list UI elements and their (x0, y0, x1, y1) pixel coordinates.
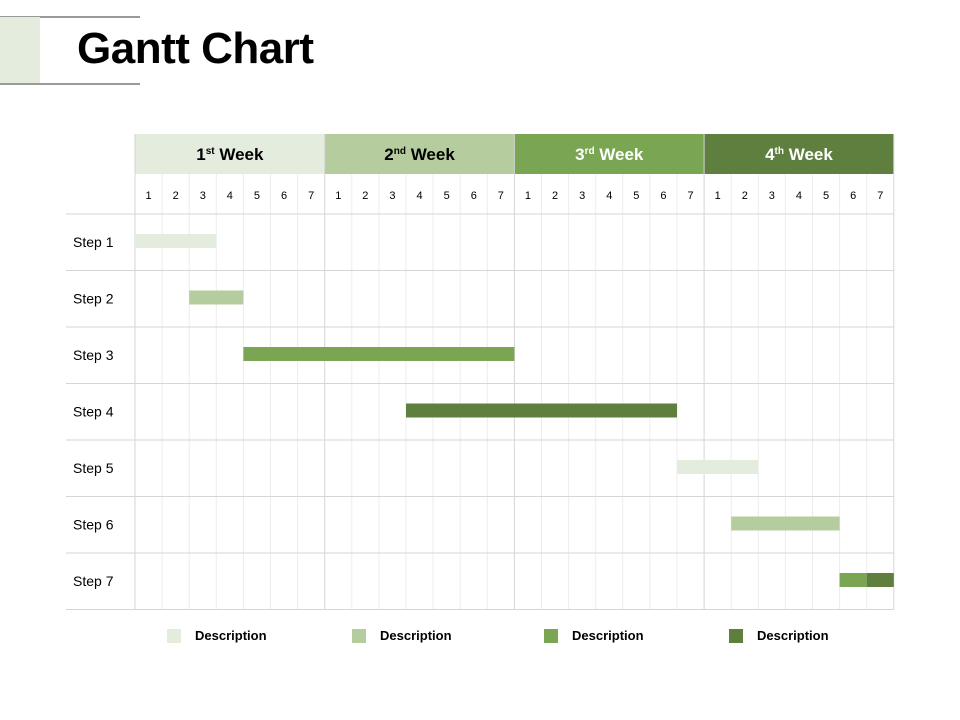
day-label: 3 (200, 190, 206, 202)
legend-swatch (167, 628, 181, 643)
day-label: 7 (308, 190, 314, 202)
day-label: 1 (335, 190, 341, 202)
task-bar (839, 573, 867, 587)
week-header-cell (514, 134, 705, 174)
title-bottom-line (0, 83, 140, 85)
task-label: Step 4 (73, 404, 114, 420)
day-label: 5 (633, 190, 639, 202)
day-label: 5 (444, 190, 450, 202)
task-label: Step 3 (73, 347, 114, 363)
legend-item: Description (544, 628, 644, 643)
week-header-label: 1st Week (196, 145, 264, 164)
day-label: 5 (823, 190, 829, 202)
task-bar (135, 234, 217, 248)
day-label: 6 (471, 190, 477, 202)
day-label: 1 (145, 190, 151, 202)
day-label: 2 (552, 190, 558, 202)
day-label: 2 (173, 190, 179, 202)
day-label: 7 (687, 190, 693, 202)
title-top-line (0, 16, 140, 18)
day-label: 4 (606, 190, 612, 202)
day-label: 7 (877, 190, 883, 202)
task-bar (731, 516, 840, 531)
legend-item: Description (352, 628, 452, 643)
task-label: Step 1 (73, 234, 114, 250)
legend-swatch (729, 628, 743, 643)
week-header-label: 3rd Week (575, 145, 644, 164)
day-label: 7 (498, 190, 504, 202)
legend-label: Description (380, 628, 452, 643)
legend-swatch (544, 628, 558, 643)
week-header-label: 4th Week (765, 145, 833, 164)
task-label: Step 6 (73, 517, 114, 533)
day-label: 3 (769, 190, 775, 202)
week-header-label: 2nd Week (384, 145, 455, 164)
task-bar (189, 290, 244, 305)
day-label: 4 (796, 190, 802, 202)
task-bar (866, 573, 894, 587)
task-label: Step 7 (73, 573, 114, 589)
day-label: 6 (660, 190, 666, 202)
task-label: Step 5 (73, 460, 114, 476)
day-label: 1 (715, 190, 721, 202)
legend-label: Description (195, 628, 267, 643)
task-label: Step 2 (73, 291, 114, 307)
day-label: 2 (742, 190, 748, 202)
day-label: 4 (416, 190, 422, 202)
day-label: 2 (362, 190, 368, 202)
day-label: 4 (227, 190, 233, 202)
day-label: 6 (281, 190, 287, 202)
title-accent-square (0, 17, 40, 83)
legend-item: Description (167, 628, 267, 643)
legend-label: Description (572, 628, 644, 643)
title-decoration (0, 16, 140, 85)
day-label: 3 (389, 190, 395, 202)
day-label: 5 (254, 190, 260, 202)
week-header-cell (324, 134, 515, 174)
day-label: 6 (850, 190, 856, 202)
task-bar (677, 460, 759, 474)
week-header-cell (704, 134, 894, 174)
legend-swatch (352, 628, 366, 643)
week-header-cell (135, 134, 325, 174)
page-title: Gantt Chart (77, 24, 314, 73)
legend-item: Description (729, 628, 829, 643)
task-bar (406, 403, 677, 418)
legend-label: Description (757, 628, 829, 643)
day-label: 3 (579, 190, 585, 202)
day-label: 1 (525, 190, 531, 202)
task-bar (243, 347, 515, 361)
